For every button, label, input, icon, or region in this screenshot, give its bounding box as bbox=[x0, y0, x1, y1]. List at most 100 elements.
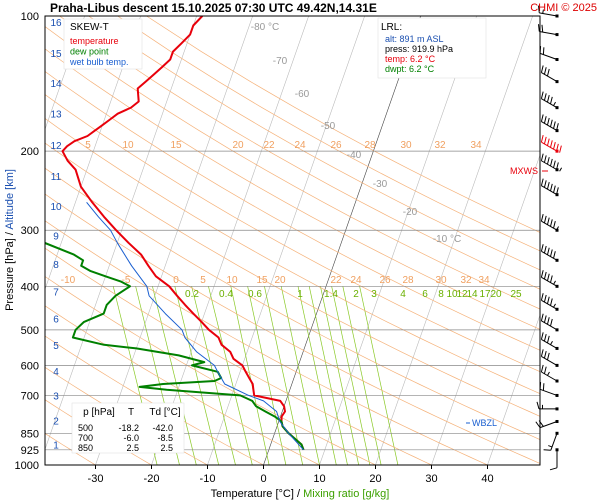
legend-box bbox=[63, 18, 143, 70]
altitude-tick-label: 9 bbox=[53, 231, 59, 242]
wind-barb-flag bbox=[546, 138, 550, 146]
wind-barb-flag bbox=[546, 117, 550, 126]
wind-barb-flag bbox=[553, 121, 556, 129]
wind-barb-column bbox=[535, 5, 563, 471]
wind-barb bbox=[540, 244, 559, 262]
chart-credit: CHMI © 2025 bbox=[530, 2, 597, 14]
wind-barb-flag bbox=[540, 153, 544, 161]
wind-barb-flag bbox=[553, 160, 556, 168]
y-tick-label: 700 bbox=[21, 390, 39, 402]
wind-barb-flag bbox=[543, 366, 547, 374]
wind-barb-flag bbox=[546, 296, 550, 304]
x-tick-label: -10 bbox=[200, 473, 216, 485]
data-table-cell: 2.5 bbox=[126, 443, 139, 453]
wind-barb-staff bbox=[541, 320, 558, 331]
wind-barb-flag bbox=[538, 420, 544, 427]
wind-barb-flag bbox=[559, 145, 562, 153]
x-tick-label: -20 bbox=[144, 473, 160, 485]
mixing-ratio-grid bbox=[112, 286, 399, 465]
y-tick-label: 850 bbox=[21, 428, 39, 440]
wind-barb-flag bbox=[540, 91, 544, 99]
wind-barb-flag bbox=[541, 24, 544, 33]
y-tick-label: 400 bbox=[21, 281, 39, 293]
wind-barb-flag bbox=[546, 317, 550, 325]
wind-barb-flag bbox=[540, 65, 544, 73]
wind-barb-flag bbox=[543, 245, 547, 254]
isotherm-label: -60 bbox=[295, 89, 310, 100]
wind-barb-flag bbox=[550, 298, 553, 306]
altitude-tick-label: 11 bbox=[51, 172, 62, 183]
wind-barb bbox=[540, 349, 559, 367]
wind-barb-base bbox=[555, 346, 559, 350]
wind-barb-flag bbox=[543, 93, 547, 101]
data-table-cell: 2.5 bbox=[160, 443, 173, 453]
wind-barb bbox=[540, 91, 559, 110]
wind-barb-flag bbox=[550, 275, 553, 283]
x-tick-label: 10 bbox=[313, 473, 325, 485]
wind-barb bbox=[540, 153, 563, 172]
wind-barb-half-flag bbox=[553, 101, 556, 106]
wind-barb-base bbox=[555, 58, 559, 62]
mixing-ratio-line bbox=[191, 286, 236, 465]
wind-barb-flag bbox=[553, 141, 556, 150]
isotherm-line bbox=[431, 154, 540, 465]
moist-adiabat-label-upper: 24 bbox=[294, 140, 306, 151]
moist-adiabat-label-upper: 34 bbox=[470, 140, 482, 151]
wind-barb-flag bbox=[540, 178, 544, 186]
altitude-tick-label: 14 bbox=[50, 79, 62, 90]
altitude-tick-label: 10 bbox=[50, 202, 62, 213]
wind-barb-flag bbox=[540, 364, 544, 373]
isotherm-label: -50 bbox=[321, 121, 336, 132]
mixing-ratio-label: 14 bbox=[466, 289, 478, 300]
isotherm-line bbox=[95, 16, 253, 465]
wind-barb bbox=[538, 24, 559, 37]
y-tick-label: 500 bbox=[21, 325, 39, 337]
wind-barb bbox=[536, 401, 559, 411]
mixing-ratio-label: 0.4 bbox=[219, 289, 233, 300]
isotherm-line bbox=[375, 16, 533, 465]
wind-barb-flag bbox=[546, 157, 550, 165]
mixing-ratio-label: 10 bbox=[446, 289, 458, 300]
wind-barb-base bbox=[555, 448, 559, 452]
wind-barb bbox=[540, 65, 559, 84]
series-line-temperature bbox=[61, 16, 305, 451]
wind-barb-flag bbox=[546, 247, 550, 255]
dry-adiabat bbox=[146, 16, 540, 233]
wind-barb-flag bbox=[553, 185, 556, 193]
wind-barb-base bbox=[555, 33, 559, 37]
mixing-ratio-label: 1.4 bbox=[324, 289, 338, 300]
wind-barb-base bbox=[555, 419, 559, 423]
altitude-tick-label: 1 bbox=[53, 440, 59, 451]
data-table-cell: 850 bbox=[78, 443, 93, 453]
data-table-header: Td [°C] bbox=[149, 407, 180, 418]
wind-barb-flag bbox=[535, 421, 541, 428]
plot-frame bbox=[44, 15, 541, 466]
altitude-tick-label: 8 bbox=[53, 260, 59, 271]
moist-adiabat-label-mid: 0 bbox=[173, 275, 179, 286]
y-tick-label: 300 bbox=[21, 225, 39, 237]
dry-adiabat bbox=[45, 167, 540, 440]
lrl-press: press: 919.9 hPa bbox=[385, 44, 453, 54]
moist-adiabat-label-mid: 5 bbox=[200, 275, 206, 286]
dry-adiabat bbox=[45, 94, 540, 373]
wind-barb-flag bbox=[543, 215, 547, 224]
isotherm-label: -30 bbox=[373, 179, 388, 190]
wind-barb-flag bbox=[546, 217, 550, 225]
lrl-box bbox=[377, 17, 487, 79]
mixing-ratio-label: 12 bbox=[456, 289, 468, 300]
moist-adiabat-label-mid: 26 bbox=[379, 275, 391, 286]
legend-item: wet bulb temp. bbox=[69, 57, 129, 67]
isobar-grid bbox=[45, 16, 540, 465]
wind-barb-base bbox=[555, 14, 559, 18]
isotherm-label: -40 bbox=[347, 150, 362, 161]
y-axis-title: Pressure [hPa] / Altitude [km] bbox=[4, 169, 16, 311]
isotherm-line bbox=[544, 16, 600, 465]
mixing-ratio-line bbox=[359, 286, 399, 465]
wind-barb-flag bbox=[546, 352, 550, 361]
wind-barb-flag bbox=[543, 350, 547, 359]
wind-barb bbox=[538, 5, 559, 18]
isotherm-line bbox=[319, 16, 477, 465]
wind-barb bbox=[540, 293, 559, 311]
wind-barb-base bbox=[555, 379, 559, 383]
wind-barb-staff bbox=[541, 72, 558, 83]
